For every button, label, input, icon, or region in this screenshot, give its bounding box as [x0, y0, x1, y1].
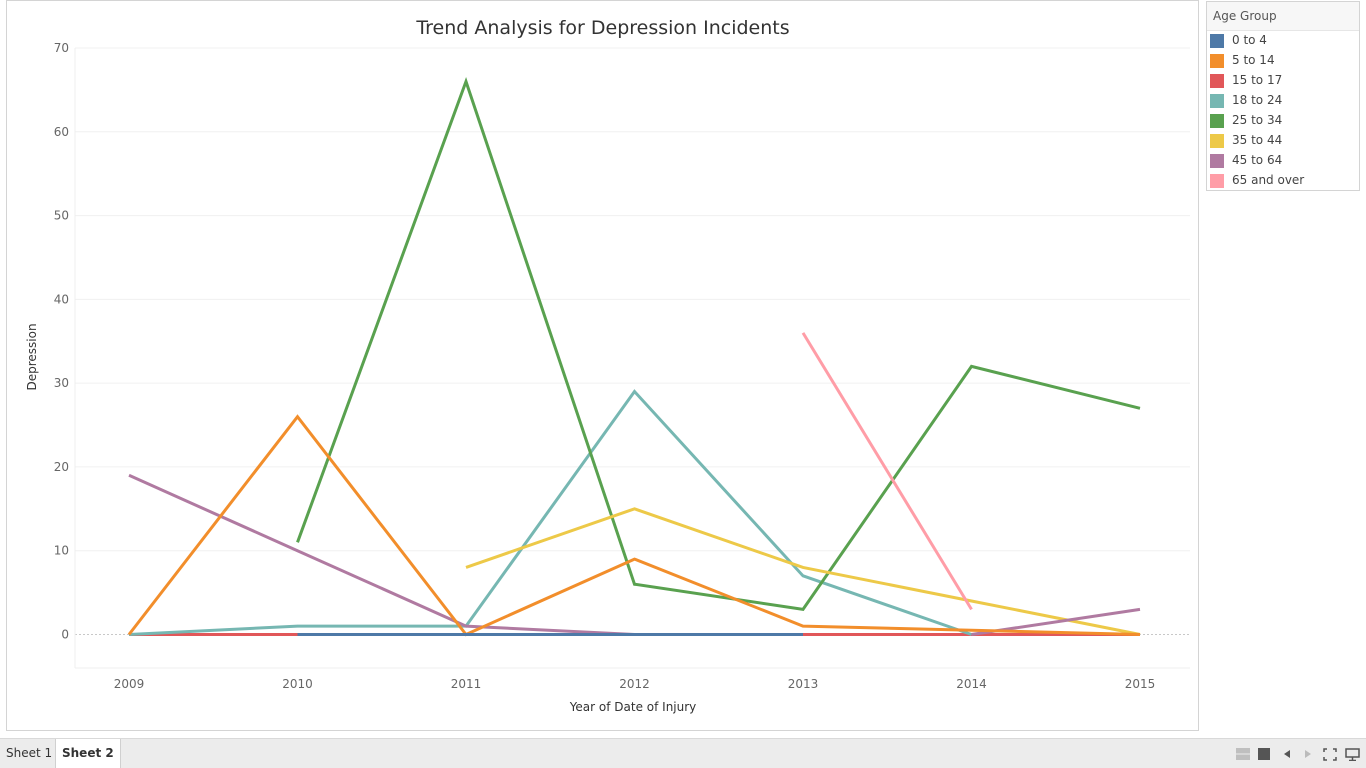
legend-swatch [1210, 134, 1224, 148]
legend-label: 25 to 34 [1232, 113, 1283, 127]
sheet-tab-bar: Sheet 1 Sheet 2 [0, 738, 1366, 768]
legend-swatch [1210, 34, 1224, 48]
tab-sheet-2[interactable]: Sheet 2 [55, 739, 121, 768]
legend-swatch [1210, 94, 1224, 108]
legend-item[interactable]: 25 to 34 [1210, 111, 1356, 131]
y-tick-label: 50 [54, 209, 69, 223]
x-tick-label: 2014 [956, 677, 987, 691]
legend-label: 18 to 24 [1232, 93, 1283, 107]
chart-title: Trend Analysis for Depression Incidents [415, 17, 789, 39]
legend-swatch [1210, 174, 1224, 188]
x-tick-label: 2015 [1125, 677, 1156, 691]
legend-label: 0 to 4 [1232, 33, 1267, 47]
legend-item[interactable]: 45 to 64 [1210, 151, 1356, 171]
legend-label: 15 to 17 [1232, 73, 1283, 87]
y-tick-label: 20 [54, 460, 69, 474]
series-line-35-to-44 [465, 507, 1141, 636]
tab-sheet-1[interactable]: Sheet 1 [6, 746, 53, 760]
y-tick-label: 10 [54, 544, 69, 558]
legend-item[interactable]: 5 to 14 [1210, 51, 1356, 71]
x-tick-label: 2012 [619, 677, 650, 691]
next-icon[interactable] [1304, 748, 1312, 760]
y-tick-label: 30 [54, 376, 69, 390]
presentation-mode-icon[interactable] [1345, 748, 1360, 761]
x-axis-title: Year of Date of Injury [569, 700, 697, 714]
y-tick-label: 40 [54, 292, 69, 306]
legend-item[interactable]: 18 to 24 [1210, 91, 1356, 111]
legend-item[interactable]: 15 to 17 [1210, 71, 1356, 91]
legend-swatch [1210, 154, 1224, 168]
legend-item[interactable]: 35 to 44 [1210, 131, 1356, 151]
fit-screen-icon[interactable] [1323, 748, 1337, 761]
line-chart: Trend Analysis for Depression Incidents 0… [25, 17, 1190, 714]
x-tick-label: 2010 [282, 677, 313, 691]
legend-swatch [1210, 74, 1224, 88]
chart-frame: Trend Analysis for Depression Incidents 0… [6, 0, 1199, 731]
legend-label: 35 to 44 [1232, 133, 1283, 147]
legend-label: 45 to 64 [1232, 153, 1283, 167]
legend: Age Group 0 to 4 5 to 14 15 to 17 18 to 24 2… [1206, 1, 1360, 191]
series-line-18-to-24 [128, 389, 972, 636]
series-line-25-to-34 [296, 76, 1141, 611]
y-axis-title: Depression [25, 323, 39, 390]
legend-item[interactable]: 0 to 4 [1210, 31, 1356, 51]
stop-icon[interactable] [1258, 748, 1270, 760]
legend-item[interactable]: 65 and over [1210, 171, 1356, 191]
series-line-5-to-14 [127, 414, 1141, 637]
y-tick-label: 60 [54, 125, 69, 139]
y-tick-label: 70 [54, 41, 69, 55]
series-line-65-and-over [801, 332, 973, 611]
x-tick-label: 2009 [114, 677, 145, 691]
x-tick-label: 2011 [451, 677, 482, 691]
legend-title: Age Group [1207, 2, 1359, 31]
legend-swatch [1210, 114, 1224, 128]
legend-label: 5 to 14 [1232, 53, 1275, 67]
legend-label: 65 and over [1232, 173, 1305, 187]
y-tick-label: 0 [61, 627, 69, 641]
grid-view-icon[interactable] [1236, 748, 1250, 760]
series-line-45-to-64 [128, 473, 635, 636]
previous-icon[interactable] [1283, 748, 1291, 760]
x-tick-label: 2013 [788, 677, 819, 691]
legend-swatch [1210, 54, 1224, 68]
